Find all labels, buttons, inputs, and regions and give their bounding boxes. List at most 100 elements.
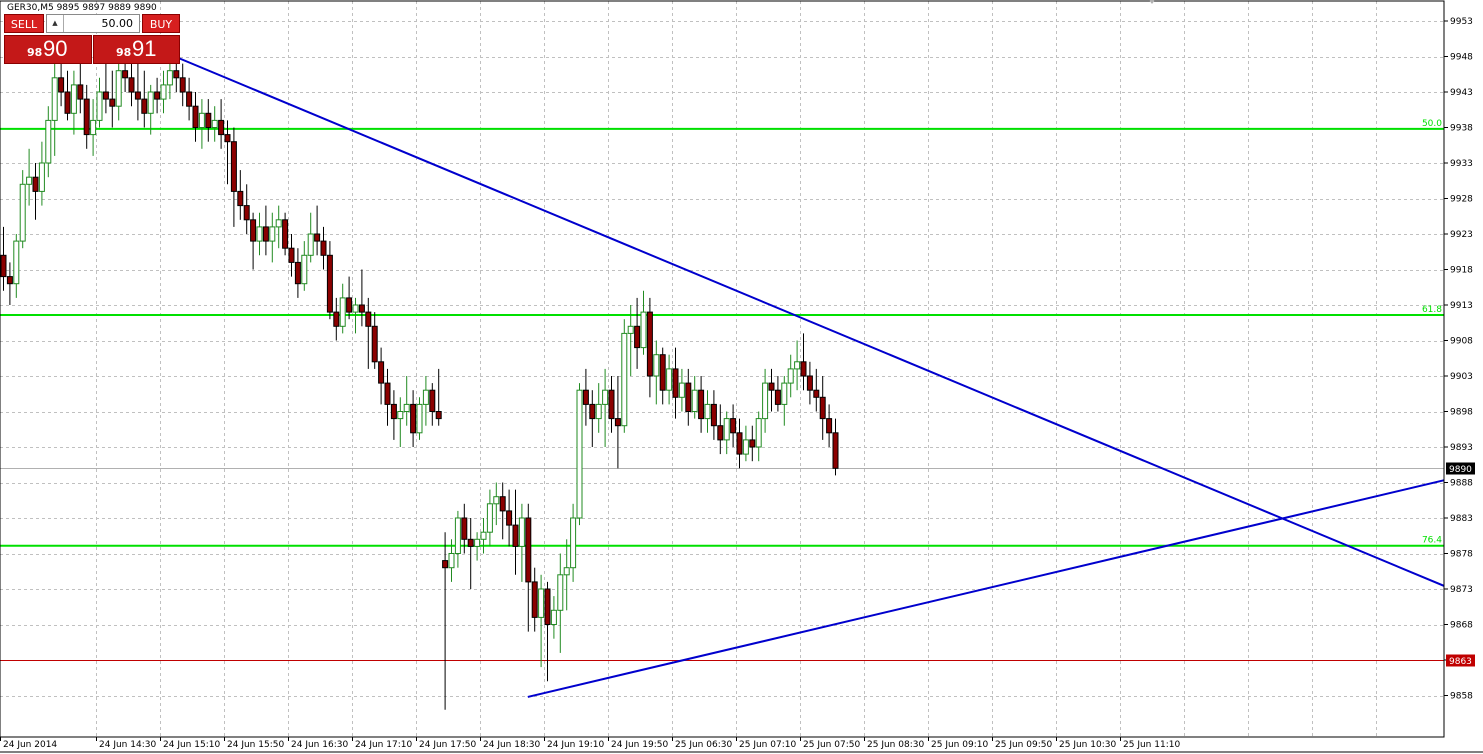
candle bbox=[742, 425, 749, 462]
candle bbox=[365, 297, 372, 369]
candle-body bbox=[58, 77, 65, 93]
symbol-info: GER30,M5 9895 9897 9889 9890 bbox=[7, 3, 157, 13]
candle-body bbox=[448, 553, 455, 569]
candle bbox=[506, 489, 513, 547]
candle-body bbox=[301, 254, 308, 285]
candle bbox=[64, 70, 71, 121]
candle bbox=[653, 340, 660, 405]
x-tick-label: 24 Jun 17:10 bbox=[355, 740, 412, 750]
candle bbox=[32, 163, 39, 220]
candle-body bbox=[787, 368, 794, 384]
candle bbox=[602, 368, 609, 447]
candle-body bbox=[781, 382, 788, 405]
scroll-shift-marker-icon[interactable] bbox=[1149, 0, 1155, 4]
candle-body bbox=[83, 98, 90, 136]
candle bbox=[198, 99, 205, 149]
candle bbox=[224, 120, 231, 185]
y-tick-label: 9888 bbox=[1450, 479, 1473, 489]
candle bbox=[461, 503, 468, 554]
candle bbox=[582, 368, 589, 426]
x-tick-label: 24 Jun 19:10 bbox=[547, 740, 604, 750]
candle bbox=[192, 92, 199, 142]
y-tick-label: 9893 bbox=[1450, 443, 1473, 453]
candle bbox=[480, 518, 487, 554]
candle-body bbox=[38, 162, 45, 192]
candle-body bbox=[141, 98, 148, 114]
candle-body bbox=[371, 325, 378, 363]
candle-body bbox=[518, 517, 525, 547]
candle bbox=[333, 297, 340, 341]
x-tick-label: 25 Jun 10:30 bbox=[1059, 740, 1116, 750]
y-tick-label: 9918 bbox=[1450, 266, 1473, 276]
candle-body bbox=[493, 496, 500, 505]
y-tick-label: 9878 bbox=[1450, 550, 1473, 560]
candle bbox=[314, 205, 321, 256]
candle bbox=[826, 404, 833, 447]
candle bbox=[806, 361, 813, 405]
candle-body bbox=[109, 98, 116, 107]
candle bbox=[371, 312, 378, 369]
candle bbox=[38, 141, 45, 206]
candle bbox=[102, 63, 109, 114]
candle bbox=[678, 368, 685, 412]
buy-button[interactable]: BUY bbox=[142, 14, 180, 33]
candle-body bbox=[621, 332, 628, 427]
spinner-arrows-icon[interactable]: ▲ bbox=[47, 15, 64, 32]
candle-body bbox=[218, 119, 225, 136]
sell-price-button[interactable]: 98 90 bbox=[4, 35, 92, 64]
candle bbox=[83, 84, 90, 149]
candle bbox=[634, 297, 641, 369]
candle-body bbox=[390, 403, 397, 420]
candle-body bbox=[704, 403, 711, 420]
candle-body bbox=[346, 297, 353, 313]
candle-body bbox=[173, 70, 180, 79]
candle bbox=[320, 226, 327, 270]
candle-body bbox=[154, 91, 161, 100]
candle bbox=[608, 376, 615, 433]
candle-body bbox=[762, 382, 769, 420]
candle-body bbox=[26, 176, 33, 185]
x-tick-label: 24 Jun 2014 bbox=[3, 740, 57, 750]
candle bbox=[288, 234, 295, 277]
candle bbox=[19, 170, 26, 249]
trendlines[interactable] bbox=[137, 39, 1483, 698]
candle bbox=[704, 390, 711, 433]
candle-body bbox=[723, 418, 730, 441]
candle-body bbox=[166, 70, 173, 86]
trendline-support[interactable] bbox=[527, 465, 1483, 698]
sell-button[interactable]: SELL bbox=[4, 14, 44, 33]
y-tick-label: 9858 bbox=[1450, 692, 1473, 702]
candle-body bbox=[262, 226, 269, 242]
candle bbox=[160, 70, 167, 114]
candle-body bbox=[512, 524, 519, 547]
candle bbox=[429, 383, 436, 426]
candle-body bbox=[6, 276, 13, 285]
lot-size-input[interactable]: ▲ 50.00 bbox=[46, 14, 140, 33]
candle-body bbox=[742, 439, 749, 455]
buy-price-main: 91 bbox=[132, 36, 157, 61]
candle-body bbox=[672, 368, 679, 398]
candle-body bbox=[538, 588, 545, 618]
trendline-resistance[interactable] bbox=[137, 39, 1483, 612]
candle-body bbox=[102, 91, 109, 100]
candle bbox=[211, 106, 218, 142]
candle-body bbox=[179, 77, 186, 93]
candle-body bbox=[525, 517, 532, 583]
candle bbox=[698, 376, 705, 433]
candle bbox=[410, 390, 417, 447]
fib-level-label: 50.0 bbox=[1422, 119, 1442, 129]
candle bbox=[659, 347, 666, 405]
candle bbox=[832, 418, 839, 476]
lot-size-value[interactable]: 50.00 bbox=[101, 17, 134, 30]
x-tick-label: 24 Jun 18:30 bbox=[483, 740, 540, 750]
candle bbox=[454, 510, 461, 568]
candle bbox=[96, 77, 103, 128]
candle-body bbox=[557, 574, 564, 611]
buy-price-button[interactable]: 98 91 bbox=[93, 35, 180, 64]
marker-price-badge: 9863 bbox=[1446, 654, 1475, 667]
x-tick-label: 25 Jun 11:10 bbox=[1123, 740, 1180, 750]
candle-body bbox=[486, 503, 493, 533]
candle-body bbox=[90, 119, 97, 136]
candle bbox=[243, 184, 250, 234]
